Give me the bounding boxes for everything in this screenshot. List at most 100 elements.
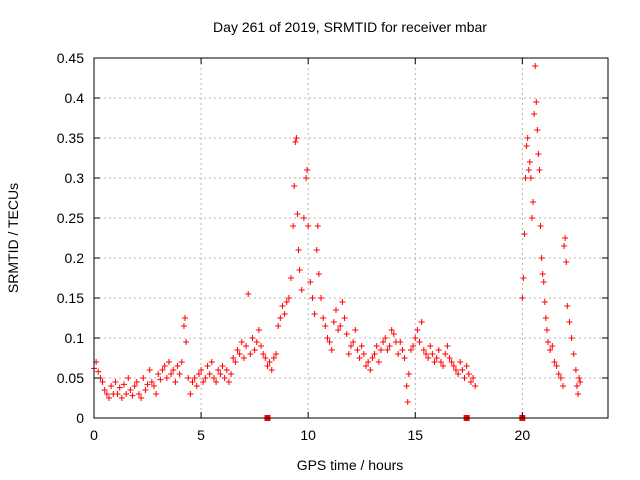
x-tick-label: 5 (197, 427, 205, 443)
data-point (326, 339, 333, 345)
data-point (103, 391, 110, 397)
data-point (290, 223, 297, 229)
data-point (461, 375, 468, 381)
data-point (215, 367, 222, 373)
data-point (418, 319, 425, 325)
data-point (293, 135, 300, 141)
data-point (561, 243, 568, 249)
data-point (328, 347, 335, 353)
data-point (537, 223, 544, 229)
data-point (367, 367, 374, 373)
data-point (266, 359, 273, 365)
data-point (573, 383, 580, 389)
data-point (268, 367, 275, 373)
data-point (277, 315, 284, 321)
data-point (155, 371, 162, 377)
data-point (442, 351, 449, 357)
data-point (114, 391, 121, 397)
data-point (358, 343, 365, 349)
data-point (384, 347, 391, 353)
data-point (551, 359, 558, 365)
data-point (427, 343, 434, 349)
data-point (101, 387, 108, 393)
data-point (135, 391, 142, 397)
data-point (294, 211, 301, 217)
data-point (568, 335, 575, 341)
data-point (176, 371, 183, 377)
data-point (335, 327, 342, 333)
data-point (178, 359, 185, 365)
data-point (540, 279, 547, 285)
data-point (180, 323, 187, 329)
data-point (403, 383, 410, 389)
data-point (255, 327, 262, 333)
data-point (123, 391, 130, 397)
data-point (431, 359, 438, 365)
data-point (365, 359, 372, 365)
data-point (356, 355, 363, 361)
y-tick-label: 0.45 (57, 50, 84, 66)
y-axis-title: SRMTID / TECUs (5, 183, 21, 293)
data-point (303, 175, 310, 181)
data-point (541, 299, 548, 305)
data-point (542, 315, 549, 321)
data-point (382, 335, 389, 341)
data-point (225, 379, 232, 385)
data-point (223, 367, 230, 373)
data-point (435, 347, 442, 353)
data-point (422, 351, 429, 357)
data-point (283, 299, 290, 305)
data-point (333, 307, 340, 313)
data-point (170, 367, 177, 373)
data-point (397, 339, 404, 345)
data-point (547, 347, 554, 353)
data-point (240, 355, 247, 361)
data-point (444, 343, 451, 349)
data-point (407, 347, 414, 353)
data-point (298, 287, 305, 293)
data-point (219, 363, 226, 369)
data-point (531, 111, 538, 117)
data-point (538, 255, 545, 261)
data-point (390, 331, 397, 337)
data-point (183, 339, 190, 345)
data-point (172, 379, 179, 385)
data-point (105, 395, 112, 401)
data-point (140, 375, 147, 381)
data-point (129, 392, 136, 399)
data-point (238, 339, 245, 345)
data-point (273, 351, 280, 357)
data-point (343, 331, 350, 337)
y-tick-label: 0.2 (65, 250, 85, 266)
data-point (163, 375, 170, 381)
data-point (200, 379, 207, 385)
data-point (264, 363, 271, 369)
data-point (360, 351, 367, 357)
y-tick-label: 0.05 (57, 370, 84, 386)
data-point (153, 391, 160, 397)
data-point (150, 383, 157, 389)
data-point (330, 319, 337, 325)
data-point (539, 271, 546, 277)
data-point (535, 151, 542, 157)
data-point (300, 215, 307, 221)
y-tick-label: 0.1 (65, 330, 85, 346)
data-point (112, 379, 119, 385)
chart-title: Day 261 of 2019, SRMTID for receiver mba… (213, 19, 487, 35)
data-point (455, 371, 462, 377)
data-point (288, 275, 295, 281)
data-point (564, 303, 571, 309)
data-point (281, 311, 288, 317)
data-point (377, 347, 384, 353)
data-point (236, 351, 243, 357)
data-point (401, 355, 408, 361)
data-point (337, 323, 344, 329)
data-point (285, 295, 292, 301)
data-point (210, 375, 217, 381)
data-point (309, 295, 316, 301)
data-point (185, 375, 192, 381)
y-tick-label: 0.4 (65, 90, 85, 106)
data-point (525, 167, 532, 173)
data-point (99, 379, 106, 385)
